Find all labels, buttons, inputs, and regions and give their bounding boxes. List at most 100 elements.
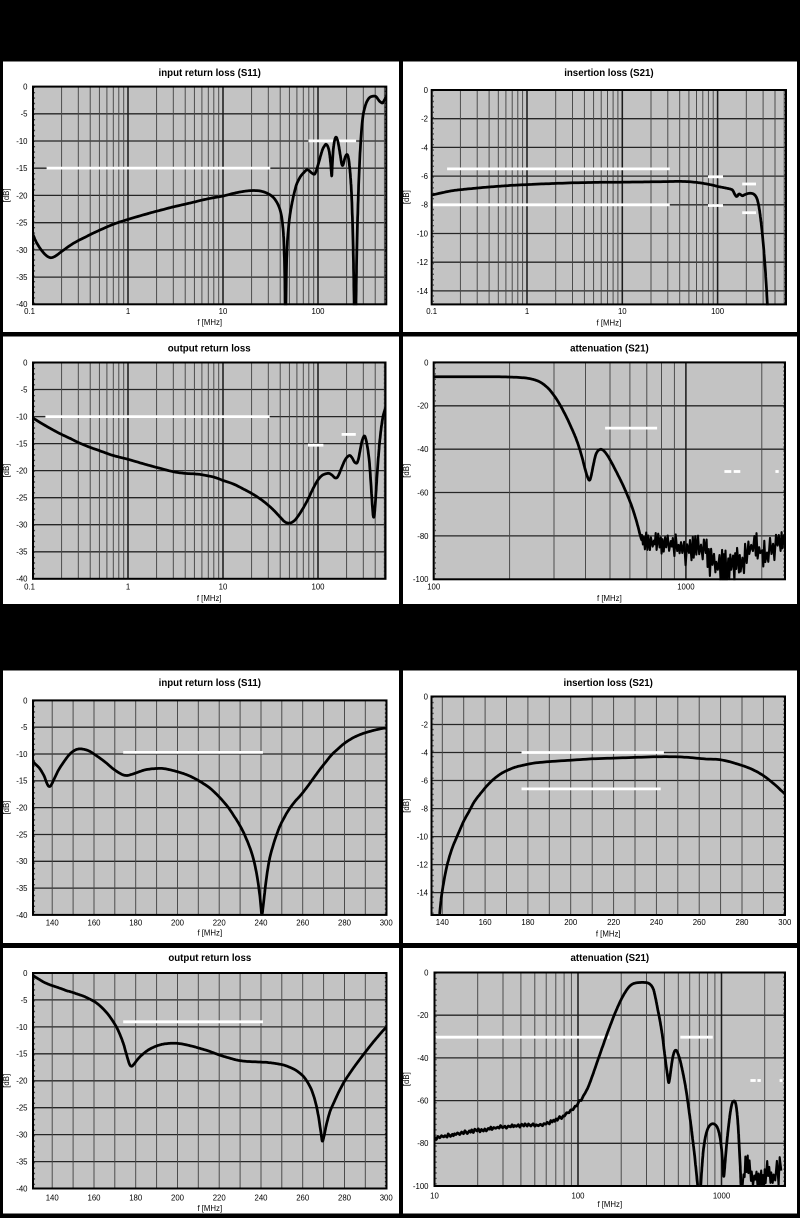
svg-text:[dB]: [dB]	[402, 1072, 411, 1086]
svg-text:-8: -8	[421, 201, 428, 210]
svg-text:-100: -100	[413, 575, 429, 584]
svg-text:-5: -5	[21, 996, 29, 1005]
svg-text:1: 1	[126, 307, 130, 316]
svg-text:-14: -14	[417, 287, 429, 296]
svg-text:-40: -40	[417, 1054, 429, 1063]
svg-text:[dB]: [dB]	[2, 464, 11, 478]
svg-text:[dB]: [dB]	[402, 799, 411, 813]
svg-text:-2: -2	[421, 115, 428, 124]
svg-text:-25: -25	[16, 494, 28, 503]
svg-text:180: 180	[129, 1193, 143, 1202]
svg-text:160: 160	[479, 918, 493, 927]
svg-text:10: 10	[219, 307, 228, 316]
svg-text:10: 10	[618, 307, 627, 316]
svg-text:280: 280	[735, 918, 749, 927]
svg-text:-30: -30	[16, 1131, 28, 1140]
svg-text:-15: -15	[16, 164, 28, 173]
svg-text:output return loss: output return loss	[168, 344, 251, 355]
svg-text:f [MHz]: f [MHz]	[597, 1200, 622, 1209]
svg-text:input return loss (S11): input return loss (S11)	[159, 68, 261, 79]
svg-text:240: 240	[254, 918, 268, 927]
svg-text:output return loss: output return loss	[168, 953, 251, 964]
svg-text:10: 10	[430, 1192, 439, 1201]
svg-text:-8: -8	[421, 805, 428, 814]
svg-text:0: 0	[424, 86, 429, 95]
svg-text:attenuation (S21): attenuation (S21)	[570, 344, 649, 355]
svg-text:-10: -10	[16, 1023, 28, 1032]
svg-text:-15: -15	[16, 777, 28, 786]
svg-text:f [MHz]: f [MHz]	[197, 318, 222, 327]
svg-text:f [MHz]: f [MHz]	[596, 929, 621, 938]
svg-text:300: 300	[778, 918, 792, 927]
svg-text:100: 100	[427, 583, 441, 592]
svg-text:-40: -40	[417, 445, 429, 454]
svg-text:-40: -40	[16, 575, 28, 584]
svg-text:1: 1	[126, 583, 130, 592]
svg-text:-4: -4	[421, 143, 429, 152]
svg-text:[dB]: [dB]	[402, 190, 411, 204]
svg-text:-25: -25	[16, 1104, 28, 1113]
svg-text:260: 260	[296, 1193, 310, 1202]
svg-text:-35: -35	[16, 548, 28, 557]
svg-text:-30: -30	[16, 246, 28, 255]
svg-text:0.1: 0.1	[24, 307, 35, 316]
svg-text:-20: -20	[16, 1077, 28, 1086]
svg-text:-60: -60	[417, 488, 429, 497]
svg-text:-30: -30	[16, 521, 28, 530]
svg-text:-4: -4	[421, 748, 429, 757]
svg-text:220: 220	[213, 1193, 227, 1202]
svg-text:220: 220	[213, 918, 227, 927]
svg-text:-5: -5	[21, 110, 29, 119]
svg-text:-35: -35	[16, 1158, 28, 1167]
svg-text:260: 260	[693, 918, 707, 927]
svg-text:100: 100	[711, 307, 725, 316]
svg-text:180: 180	[129, 918, 143, 927]
svg-text:-5: -5	[21, 723, 29, 732]
svg-text:[dB]: [dB]	[2, 188, 11, 202]
svg-text:220: 220	[607, 918, 621, 927]
svg-text:-6: -6	[421, 172, 428, 181]
svg-text:0.1: 0.1	[426, 307, 437, 316]
svg-text:f [MHz]: f [MHz]	[597, 319, 622, 328]
svg-text:-20: -20	[417, 1011, 429, 1020]
svg-text:10: 10	[219, 583, 228, 592]
svg-text:-25: -25	[16, 830, 28, 839]
svg-text:-10: -10	[16, 750, 28, 759]
svg-text:-14: -14	[417, 889, 429, 898]
svg-text:160: 160	[87, 1193, 101, 1202]
svg-text:f [MHz]: f [MHz]	[197, 594, 222, 603]
svg-text:0: 0	[424, 692, 429, 701]
svg-text:0: 0	[23, 969, 28, 978]
svg-text:-100: -100	[413, 1182, 429, 1191]
svg-text:0: 0	[23, 358, 28, 367]
svg-text:100: 100	[311, 583, 325, 592]
svg-text:-60: -60	[417, 1097, 429, 1106]
svg-text:0.1: 0.1	[24, 583, 35, 592]
svg-text:-12: -12	[417, 861, 428, 870]
svg-text:-30: -30	[16, 857, 28, 866]
svg-text:[dB]: [dB]	[2, 801, 11, 815]
svg-text:insertion loss (S21): insertion loss (S21)	[564, 678, 653, 689]
svg-text:-40: -40	[16, 300, 28, 309]
svg-text:100: 100	[311, 307, 325, 316]
svg-text:200: 200	[564, 918, 578, 927]
svg-text:-10: -10	[417, 229, 429, 238]
svg-text:[dB]: [dB]	[2, 1074, 11, 1088]
svg-text:140: 140	[46, 918, 60, 927]
svg-text:1000: 1000	[677, 583, 695, 592]
svg-text:-20: -20	[417, 402, 429, 411]
svg-text:280: 280	[338, 918, 352, 927]
svg-text:-10: -10	[417, 833, 429, 842]
svg-text:-40: -40	[16, 911, 28, 920]
svg-text:260: 260	[296, 918, 310, 927]
svg-text:attenuation (S21): attenuation (S21)	[571, 953, 650, 964]
svg-text:300: 300	[380, 918, 394, 927]
svg-text:input return loss (S11): input return loss (S11)	[159, 678, 261, 689]
svg-text:insertion loss (S21): insertion loss (S21)	[564, 68, 653, 79]
svg-text:-2: -2	[421, 720, 428, 729]
svg-text:f [MHz]: f [MHz]	[197, 1204, 222, 1213]
svg-text:-35: -35	[16, 273, 28, 282]
svg-text:-10: -10	[16, 413, 28, 422]
svg-text:-15: -15	[16, 440, 28, 449]
svg-text:300: 300	[380, 1193, 394, 1202]
